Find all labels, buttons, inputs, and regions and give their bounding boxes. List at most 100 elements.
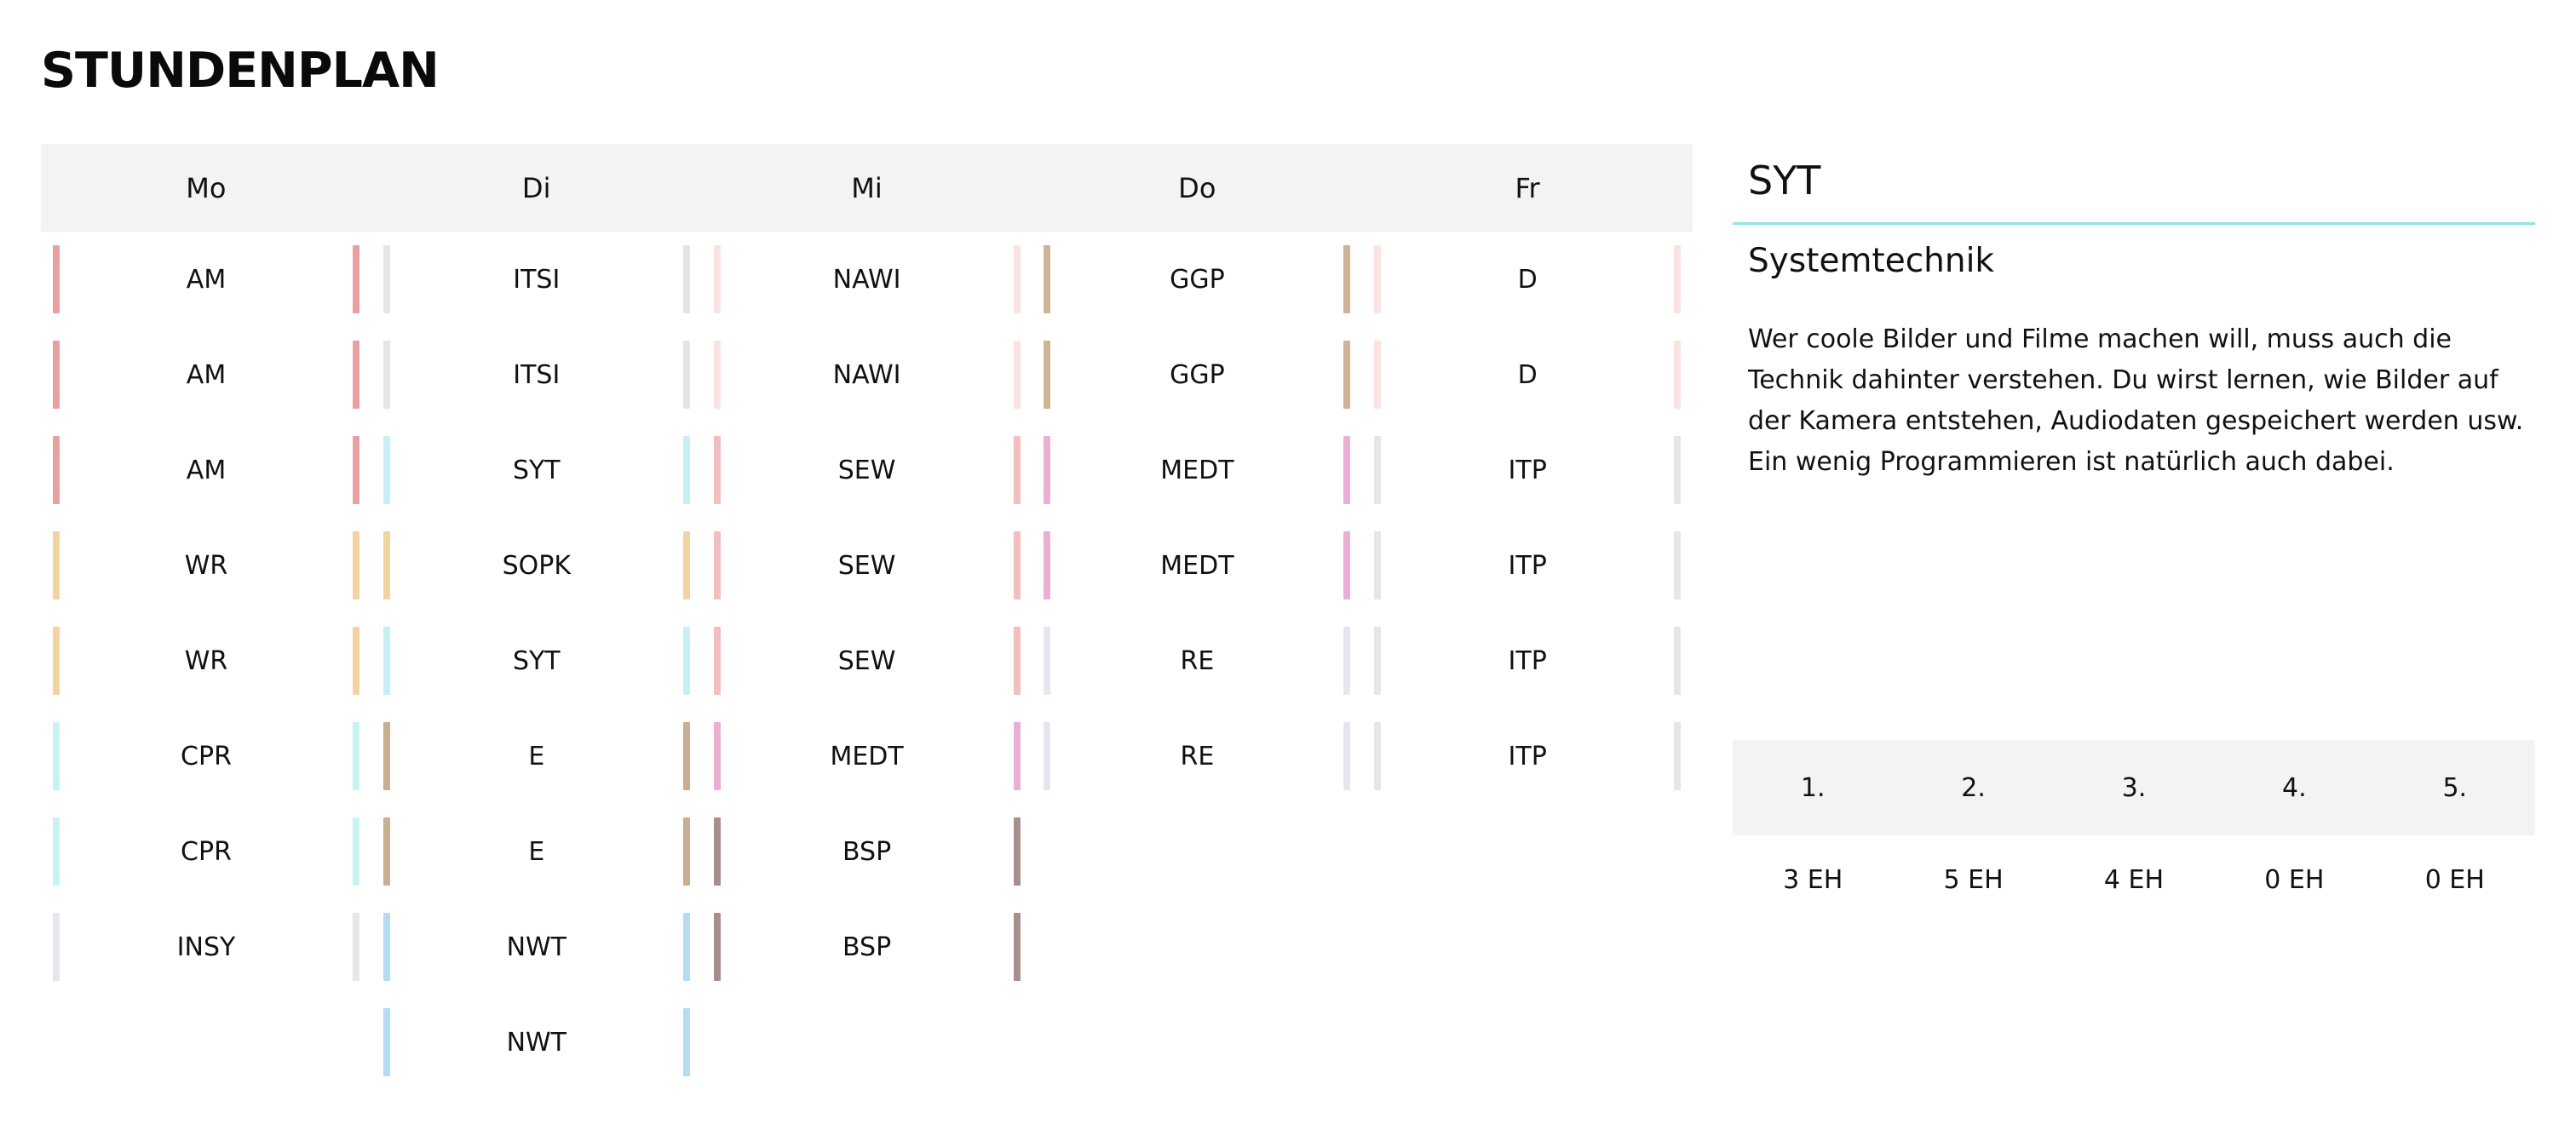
lesson-cell[interactable]: SEW bbox=[702, 613, 1032, 708]
subject-color-bar bbox=[382, 436, 390, 504]
subject-name: Systemtechnik bbox=[1748, 242, 1995, 280]
day-column-mi: NAWI NAWI SEW SEW SEW MEDT BSP BSP bbox=[702, 232, 1032, 995]
lesson-subject-label: ITP bbox=[1508, 550, 1547, 581]
lesson-cell[interactable]: ITP bbox=[1362, 708, 1693, 804]
lesson-cell[interactable]: WR bbox=[41, 518, 371, 613]
hours-value: 4 EH bbox=[2103, 864, 2165, 895]
lesson-cell[interactable]: NAWI bbox=[702, 327, 1032, 422]
lesson-subject-label: BSP bbox=[842, 836, 892, 867]
subject-color-bar bbox=[1044, 341, 1051, 409]
lesson-cell[interactable]: RE bbox=[1032, 708, 1362, 804]
lesson-cell[interactable]: SOPK bbox=[371, 518, 702, 613]
subject-color-bar bbox=[713, 531, 721, 599]
lesson-subject-label: BSP bbox=[842, 932, 892, 962]
lesson-subject-label: ITSI bbox=[513, 264, 561, 295]
subject-color-bar bbox=[1013, 817, 1021, 886]
subject-description: Wer coole Bilder und Filme machen will, … bbox=[1748, 324, 2524, 477]
lesson-cell[interactable]: AM bbox=[41, 232, 371, 327]
subject-color-bar bbox=[1374, 531, 1382, 599]
year-header: 4. bbox=[2282, 772, 2307, 803]
subject-color-bar bbox=[1343, 436, 1351, 504]
year-header: 2. bbox=[1961, 772, 1986, 803]
subject-color-bar bbox=[53, 817, 60, 886]
lesson-cell[interactable]: GGP bbox=[1032, 327, 1362, 422]
lesson-cell[interactable]: E bbox=[371, 804, 702, 899]
lesson-cell[interactable]: SYT bbox=[371, 422, 702, 518]
lesson-cell[interactable]: ITP bbox=[1362, 518, 1693, 613]
lesson-cell[interactable]: D bbox=[1362, 327, 1693, 422]
lesson-subject-label: SYT bbox=[512, 455, 561, 485]
lesson-cell[interactable]: NWT bbox=[371, 899, 702, 995]
subject-color-bar bbox=[1013, 436, 1021, 504]
lesson-cell[interactable]: AM bbox=[41, 327, 371, 422]
subject-color-bar bbox=[1374, 722, 1382, 790]
hours-table: 1. 2. 3. 4. 5. 3 EH 5 EH 4 EH 0 EH 0 EH bbox=[1733, 740, 2535, 924]
lesson-cell[interactable]: ITP bbox=[1362, 613, 1693, 708]
subject-color-bar bbox=[1013, 245, 1021, 313]
lesson-subject-label: CPR bbox=[181, 741, 232, 771]
lesson-subject-label: D bbox=[1517, 359, 1538, 390]
day-column-fr: D D ITP ITP ITP ITP bbox=[1362, 232, 1693, 804]
subject-color-bar bbox=[1374, 436, 1382, 504]
subject-color-bar bbox=[682, 531, 690, 599]
subject-color-bar bbox=[1013, 913, 1021, 981]
lesson-cell[interactable]: D bbox=[1362, 232, 1693, 327]
lesson-cell[interactable]: E bbox=[371, 708, 702, 804]
lesson-subject-label: WR bbox=[184, 550, 228, 581]
lesson-cell[interactable]: AM bbox=[41, 422, 371, 518]
subject-color-bar bbox=[353, 531, 359, 599]
lesson-subject-label: RE bbox=[1180, 741, 1215, 771]
lesson-cell[interactable]: MEDT bbox=[1032, 518, 1362, 613]
subject-color-bar bbox=[682, 627, 690, 695]
lesson-cell[interactable]: CPR bbox=[41, 708, 371, 804]
lesson-subject-label: MEDT bbox=[1160, 455, 1234, 485]
lesson-subject-label: MEDT bbox=[830, 741, 904, 771]
subject-color-bar bbox=[353, 913, 359, 981]
lesson-cell[interactable]: ITSI bbox=[371, 327, 702, 422]
subject-color-bar bbox=[382, 722, 390, 790]
subject-color-bar bbox=[382, 627, 390, 695]
lesson-cell[interactable]: SEW bbox=[702, 518, 1032, 613]
timetable: Mo Di Mi Do Fr AM AM AM WR WR CPR CPR INSY ITSI I… bbox=[41, 144, 1693, 1081]
subject-color-bar bbox=[353, 817, 359, 886]
subject-color-bar bbox=[1013, 627, 1021, 695]
lesson-cell[interactable]: BSP bbox=[702, 804, 1032, 899]
lesson-cell[interactable]: WR bbox=[41, 613, 371, 708]
lesson-cell[interactable]: NWT bbox=[371, 995, 702, 1090]
hours-value: 5 EH bbox=[1943, 864, 2004, 895]
lesson-cell[interactable]: GGP bbox=[1032, 232, 1362, 327]
lesson-subject-label: INSY bbox=[176, 932, 236, 962]
day-header-mo: Mo bbox=[186, 171, 227, 204]
day-header-do: Do bbox=[1178, 171, 1216, 204]
lesson-subject-label: E bbox=[528, 836, 545, 867]
subject-color-bar bbox=[1374, 341, 1382, 409]
subject-color-bar bbox=[713, 436, 721, 504]
hours-value: 0 EH bbox=[2264, 864, 2325, 895]
lesson-cell[interactable]: CPR bbox=[41, 804, 371, 899]
lesson-cell[interactable]: BSP bbox=[702, 899, 1032, 995]
subject-color-bar bbox=[1343, 722, 1351, 790]
subject-color-bar bbox=[1374, 627, 1382, 695]
lesson-cell[interactable]: MEDT bbox=[1032, 422, 1362, 518]
hours-table-row: 3 EH 5 EH 4 EH 0 EH 0 EH bbox=[1733, 835, 2535, 924]
lesson-cell[interactable]: ITP bbox=[1362, 422, 1693, 518]
subject-color-bar bbox=[1044, 627, 1051, 695]
subject-color-bar bbox=[382, 341, 390, 409]
lesson-cell[interactable]: SYT bbox=[371, 613, 702, 708]
lesson-cell[interactable]: INSY bbox=[41, 899, 371, 995]
subject-color-bar bbox=[1374, 245, 1382, 313]
lesson-cell[interactable]: NAWI bbox=[702, 232, 1032, 327]
subject-color-bar bbox=[1044, 245, 1051, 313]
hours-table-header: 1. 2. 3. 4. 5. bbox=[1733, 740, 2535, 835]
subject-color-bar bbox=[713, 627, 721, 695]
lesson-cell[interactable]: SEW bbox=[702, 422, 1032, 518]
lesson-subject-label: SYT bbox=[512, 645, 561, 676]
lesson-cell[interactable]: ITSI bbox=[371, 232, 702, 327]
lesson-subject-label: SOPK bbox=[502, 550, 571, 581]
subject-color-bar bbox=[53, 436, 60, 504]
day-column-di: ITSI ITSI SYT SOPK SYT E E NWT NWT bbox=[371, 232, 702, 1090]
lesson-subject-label: CPR bbox=[181, 836, 232, 867]
subject-color-bar bbox=[382, 817, 390, 886]
lesson-cell[interactable]: RE bbox=[1032, 613, 1362, 708]
lesson-cell[interactable]: MEDT bbox=[702, 708, 1032, 804]
